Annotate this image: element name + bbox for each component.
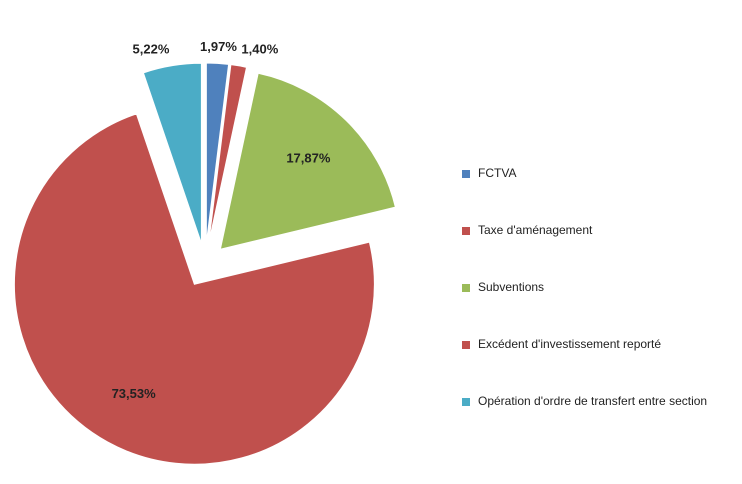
legend-label: Subventions bbox=[478, 280, 545, 294]
legend-item: Taxe d'aménagement bbox=[462, 223, 737, 280]
pie-slice bbox=[219, 72, 396, 250]
legend-item: Excédent d'investissement reporté bbox=[462, 337, 737, 394]
data-label: 1,40% bbox=[241, 41, 278, 56]
pie-slice bbox=[142, 62, 202, 244]
pie-slice bbox=[13, 113, 375, 465]
legend-swatch bbox=[462, 227, 470, 235]
legend: FCTVA Taxe d'aménagement Subventions Excéde… bbox=[462, 166, 737, 451]
legend-swatch bbox=[462, 341, 470, 349]
legend-item: Opération d'ordre de transfert entre sec… bbox=[462, 394, 737, 451]
legend-label: Taxe d'aménagement bbox=[478, 223, 593, 237]
legend-item: FCTVA bbox=[462, 166, 737, 223]
legend-label: FCTVA bbox=[478, 166, 517, 180]
data-label: 5,22% bbox=[133, 41, 170, 56]
legend-label: Excédent d'investissement reporté bbox=[478, 337, 662, 351]
legend-item: Subventions bbox=[462, 280, 737, 337]
legend-swatch bbox=[462, 284, 470, 292]
legend-swatch bbox=[462, 398, 470, 406]
data-label: 1,97% bbox=[200, 39, 237, 54]
legend-label: Opération d'ordre de transfert entre sec… bbox=[478, 394, 708, 408]
data-label: 17,87% bbox=[286, 151, 331, 166]
pie-slice bbox=[208, 64, 248, 244]
pie-slice bbox=[205, 62, 230, 244]
data-label: 73,53% bbox=[112, 386, 157, 401]
legend-swatch bbox=[462, 170, 470, 178]
